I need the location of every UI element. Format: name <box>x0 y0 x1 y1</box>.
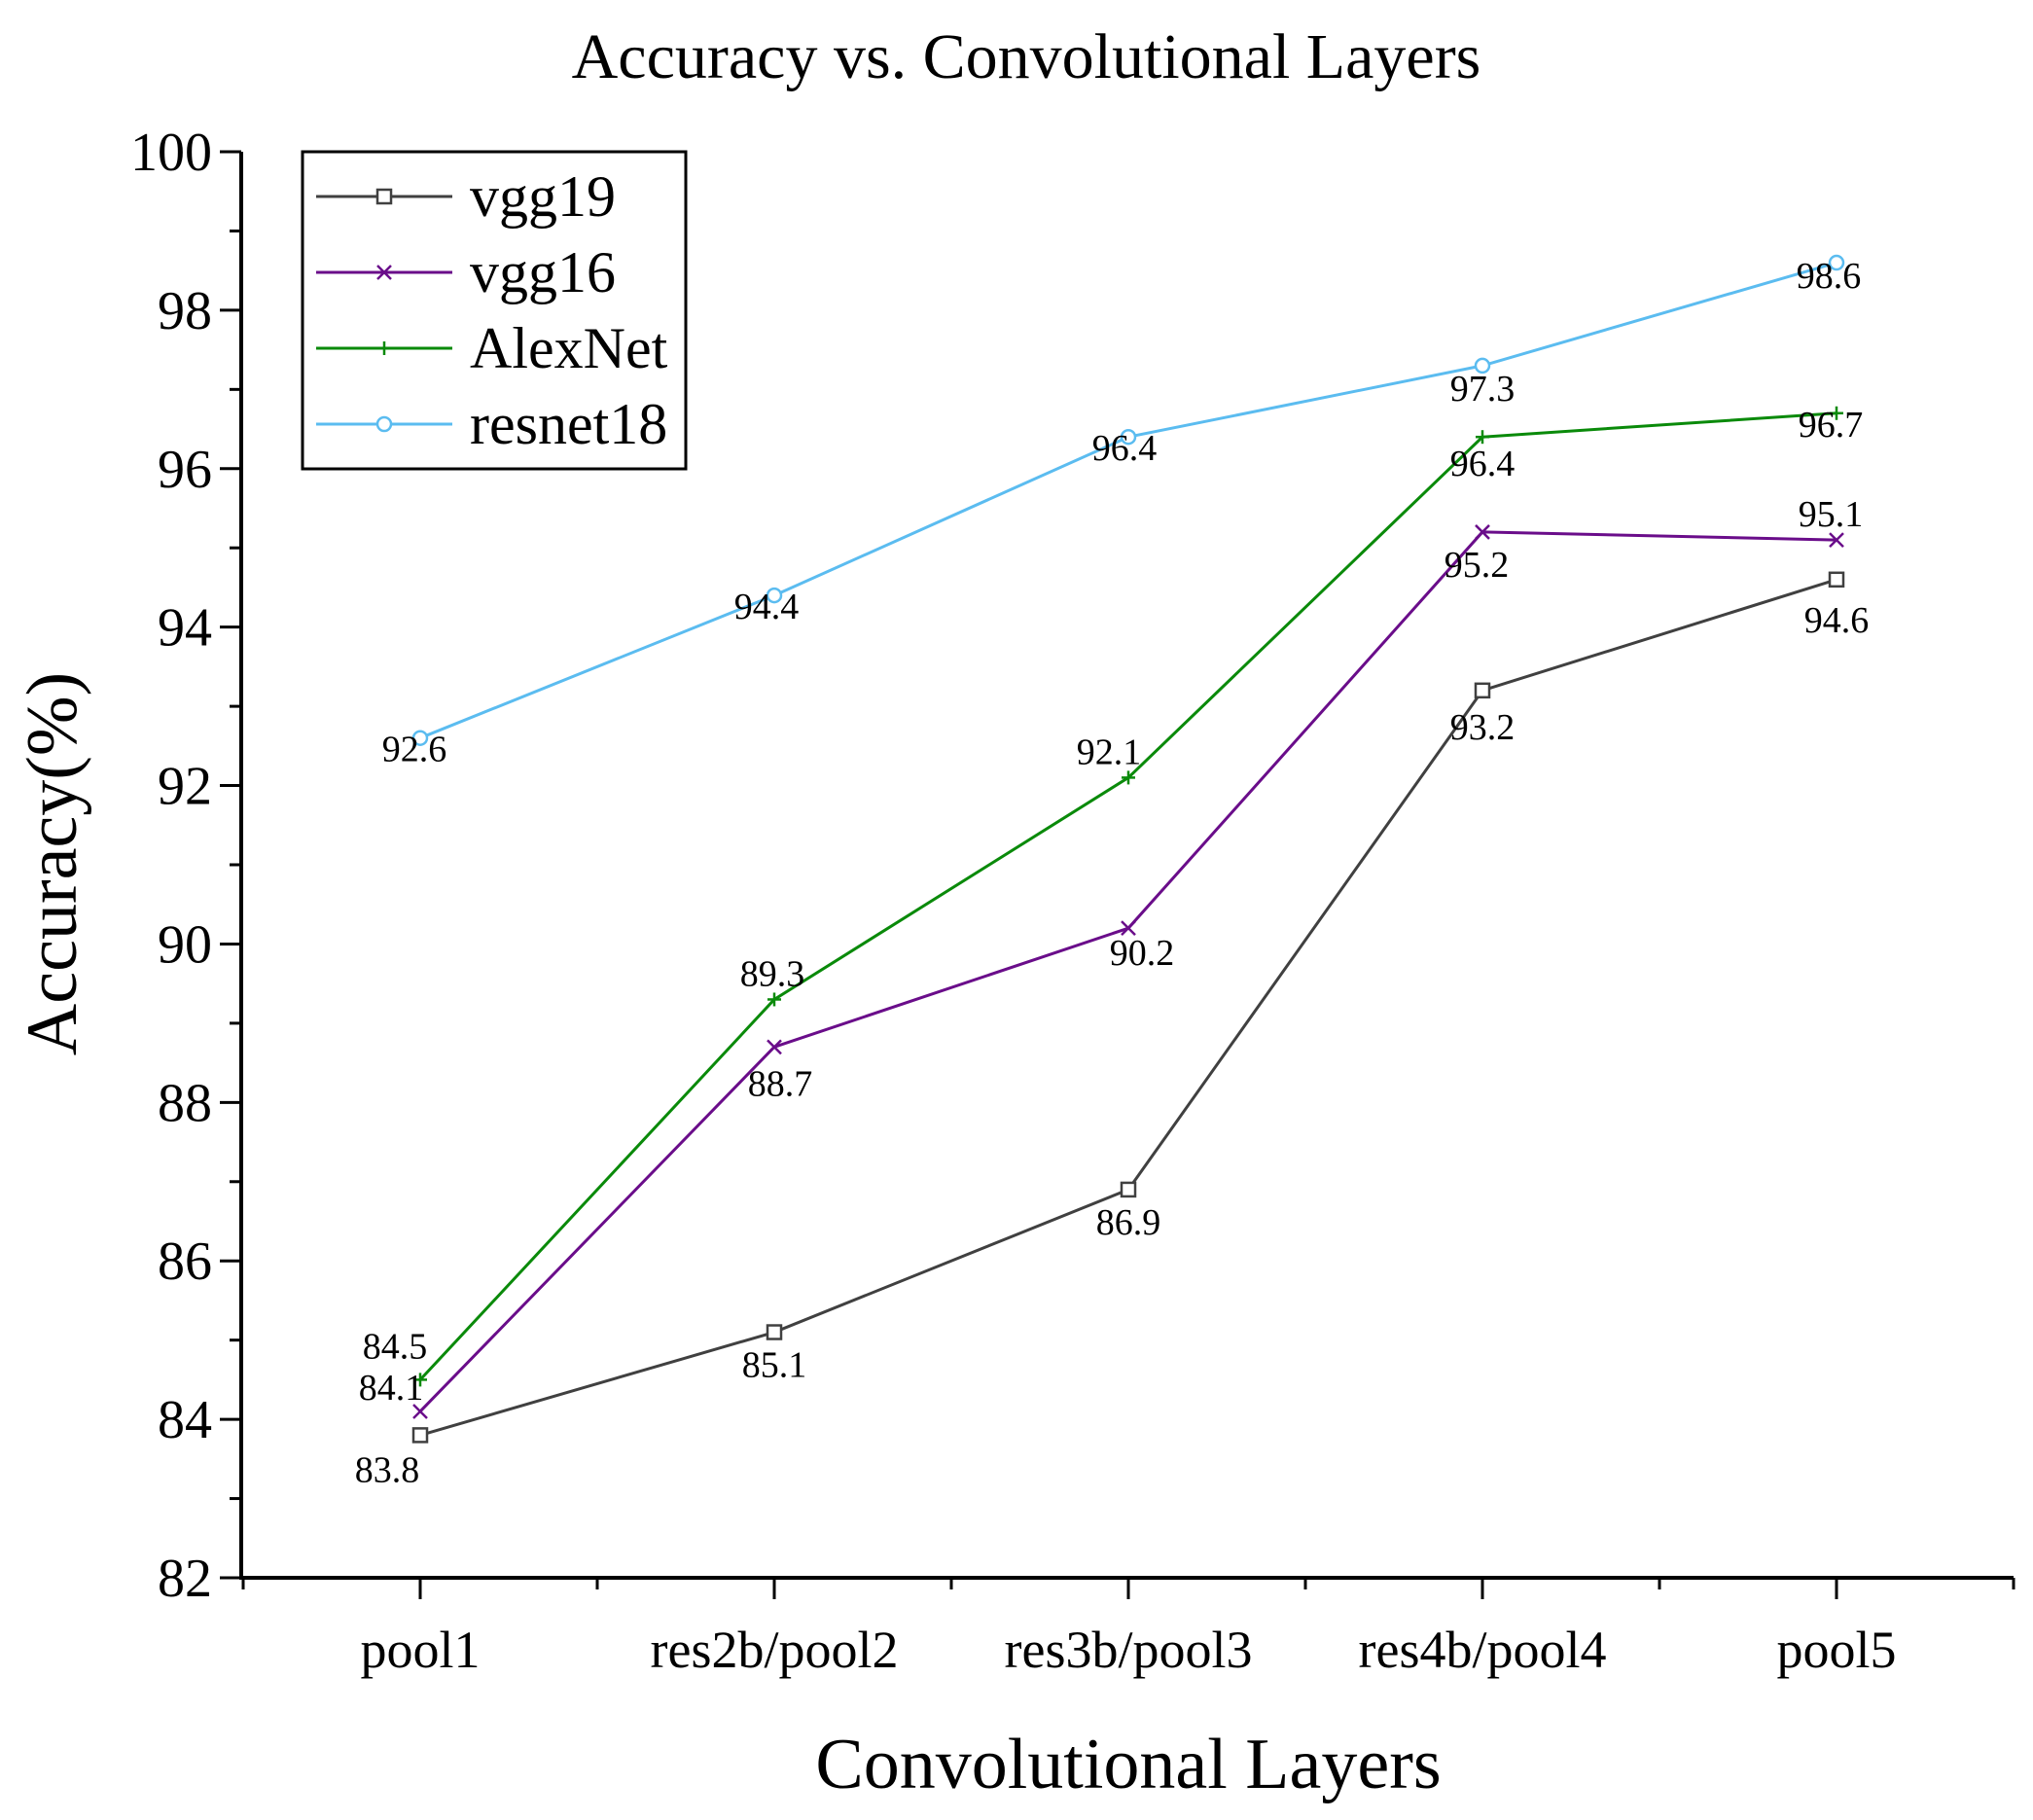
y-tick-label: 88 <box>158 1073 212 1133</box>
y-tick-label: 94 <box>158 598 212 659</box>
legend-box <box>301 150 688 471</box>
data-label: 90.2 <box>1110 933 1175 974</box>
circle-marker <box>1828 254 1845 271</box>
plus-marker <box>1122 770 1135 785</box>
x-marker-stroke <box>412 1404 428 1419</box>
x-tick-label: pool5 <box>1776 1621 1896 1679</box>
circle-marker <box>1474 357 1491 375</box>
chart-title: Accuracy vs. Convolutional Layers <box>572 21 1481 92</box>
y-tick-label: 100 <box>130 123 212 183</box>
data-label: 95.1 <box>1799 494 1864 535</box>
legend-item-AlexNet: AlexNet <box>316 316 668 380</box>
x-tick-label: res2b/pool2 <box>651 1621 899 1679</box>
data-label: 92.1 <box>1077 732 1142 772</box>
x-tick-label: pool1 <box>360 1621 480 1679</box>
series-resnet18 <box>411 254 1845 746</box>
circle-marker <box>1120 428 1137 446</box>
data-label: 93.2 <box>1450 707 1516 748</box>
data-label: 86.9 <box>1096 1202 1161 1243</box>
plus-marker <box>1830 406 1843 420</box>
data-label: 96.4 <box>1092 428 1158 469</box>
data-label: 97.3 <box>1450 369 1516 410</box>
circle-marker <box>411 730 429 746</box>
data-label: 94.4 <box>734 587 800 627</box>
x-marker-stroke <box>1475 524 1490 540</box>
square-marker <box>1474 682 1491 699</box>
square-marker <box>1828 571 1845 589</box>
y-tick-label: 84 <box>158 1390 212 1450</box>
data-label: 96.4 <box>1450 444 1516 484</box>
data-label: 83.8 <box>355 1449 420 1490</box>
square-marker <box>1120 1181 1137 1198</box>
square-marker <box>766 1324 783 1340</box>
data-label: 89.3 <box>740 953 805 994</box>
legend-item-resnet18: resnet18 <box>316 392 667 456</box>
legend-label: vgg16 <box>470 240 616 304</box>
data-label: 98.6 <box>1797 256 1862 297</box>
y-tick-label: 96 <box>158 440 212 500</box>
x-marker <box>1121 920 1136 937</box>
x-tick-label: res3b/pool3 <box>1005 1621 1253 1679</box>
x-marker-stroke <box>1829 532 1844 548</box>
x-axis-title: Convolutional Layers <box>815 1725 1441 1804</box>
series-vgg19 <box>411 571 1845 1444</box>
data-label: 94.6 <box>1804 600 1870 641</box>
data-label: 84.5 <box>363 1326 428 1367</box>
x-marker <box>412 1404 428 1419</box>
x-tick-label: res4b/pool4 <box>1359 1621 1607 1679</box>
data-labels: 83.8 85.1 86.9 93.2 94.6 84.1 88.7 90.2 95.2 95.1… <box>355 256 1870 1490</box>
series-line <box>419 578 1837 1437</box>
legend-label: resnet18 <box>470 392 667 456</box>
data-label: 88.7 <box>748 1063 813 1104</box>
data-label: 85.1 <box>742 1345 807 1386</box>
y-tick-label: 90 <box>158 914 212 975</box>
series-layer <box>411 254 1845 1444</box>
legend-label: AlexNet <box>470 316 668 380</box>
series-vgg16 <box>412 524 1844 1419</box>
square-marker <box>375 188 393 205</box>
plus-marker <box>767 992 781 1007</box>
x-marker-stroke <box>767 1039 782 1055</box>
x-marker-stroke <box>1121 920 1136 937</box>
plus-marker <box>1476 430 1489 445</box>
y-tick-label: 92 <box>158 757 212 817</box>
x-marker <box>1829 532 1844 548</box>
x-marker <box>1475 524 1490 540</box>
data-label: 92.6 <box>382 730 447 770</box>
legend-item-vgg19: vgg19 <box>316 164 616 229</box>
data-label: 84.1 <box>359 1368 424 1409</box>
legend-item-vgg16: vgg16 <box>316 240 616 304</box>
series-AlexNet <box>413 406 1843 1387</box>
axes: 82 84 86 88 90 92 94 96 98 100 pool1 res2b/pool2 res… <box>130 123 2015 1679</box>
y-tick-label: 82 <box>158 1549 212 1609</box>
y-tick-label: 98 <box>158 281 212 341</box>
legend: vgg19 vgg16 AlexNet resnet18 <box>301 150 688 471</box>
y-axis-title: Accuracy(%) <box>13 672 92 1055</box>
plus-marker <box>413 1373 427 1387</box>
y-tick-label: 86 <box>158 1231 212 1292</box>
x-marker-stroke <box>376 265 392 280</box>
data-label: 95.2 <box>1444 545 1510 586</box>
circle-marker <box>375 415 393 433</box>
data-label: 96.7 <box>1799 405 1864 446</box>
circle-marker <box>766 587 783 604</box>
plus-marker <box>377 341 391 355</box>
square-marker <box>411 1427 429 1444</box>
x-marker <box>376 265 392 280</box>
legend-label: vgg19 <box>470 164 616 229</box>
x-marker <box>767 1039 782 1055</box>
